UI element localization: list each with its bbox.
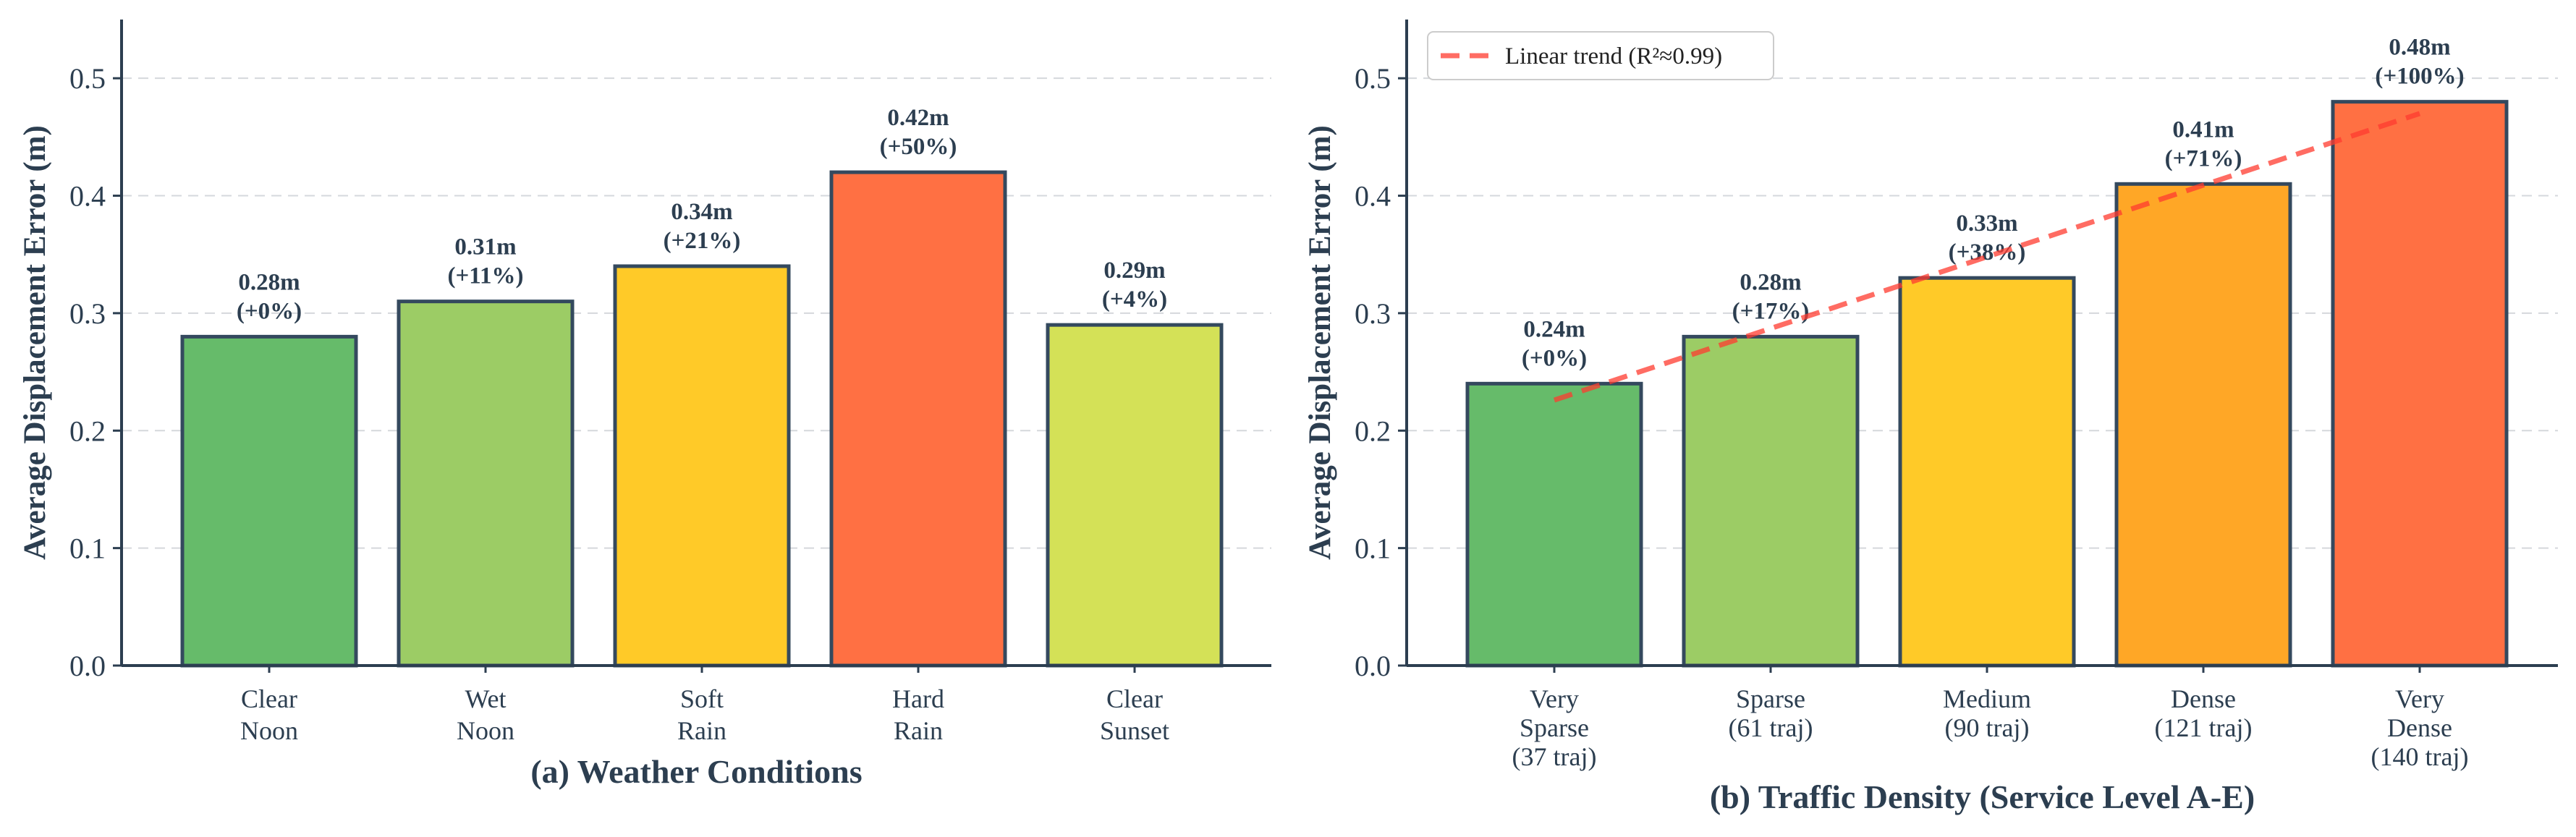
bar-value-label: 0.24m (+0%) [1522,316,1587,371]
bar-value-label: 0.28m (+0%) [237,269,302,324]
bar [1046,323,1224,668]
x-tick-label: Very Sparse (37 traj) [1512,684,1597,771]
panel-a-weather: 0.0 0.1 0.2 0.3 0.4 0.5 0.28m (+0%) Clear Noon 0.3… [18,20,1271,790]
bar-value-label: 0.42m (+50%) [880,105,957,160]
x-tick-label: Clear Noon [240,684,298,745]
y-tick-label: 0.3 [69,297,106,330]
bar [1682,334,1860,668]
bar [1898,276,2076,668]
bar [2331,100,2509,668]
y-tick-label: 0.2 [69,415,106,447]
y-tick-label: 0.5 [1355,62,1391,95]
bar-value-label: 0.34m (+21%) [664,199,741,254]
x-axis-title: (b) Traffic Density (Service Level A-E) [1710,778,2255,815]
bar-value-label: 0.33m (+38%) [1949,211,2026,265]
bar-value-label: 0.29m (+4%) [1102,258,1167,313]
x-tick-label: Very Dense (140 traj) [2371,684,2469,771]
bar-value-label: 0.28m (+17%) [1732,269,1810,324]
y-tick-label: 0.2 [1355,415,1391,447]
bar [829,170,1007,668]
bar [613,264,791,668]
legend-box [1427,31,1774,80]
bar [1465,381,1643,668]
legend: Linear trend (R²≈0.99) [1427,31,1774,80]
x-tick-label: Hard Rain [892,684,944,745]
y-tick-label: 0.1 [1355,532,1391,565]
y-tick-label: 0.4 [69,180,106,213]
x-tick-label: Dense (121 traj) [2155,684,2253,742]
bar-value-label: 0.48m (+100%) [2375,35,2464,90]
bar-value-label: 0.41m (+71%) [2165,116,2242,171]
panel-b-traffic: 0.0 0.1 0.2 0.3 0.4 0.5 0.24m (+0%) Very Sparse (3… [1303,20,2558,815]
trend-line [1553,111,2421,403]
bar [180,334,358,668]
x-tick-label: Wet Noon [457,684,514,745]
y-axis-label: Average Displacement Error (m) [1303,125,1337,560]
y-tick-label: 0.0 [69,650,106,682]
y-tick-label: 0.3 [1355,297,1391,330]
y-tick-label: 0.0 [1355,650,1391,682]
legend-label: Linear trend (R²≈0.99) [1505,43,1722,69]
bar-value-label: 0.31m (+11%) [448,234,524,289]
x-tick-label: Soft Rain [677,684,726,745]
x-tick-label: Clear Sunset [1100,684,1169,745]
x-axis-title: (a) Weather Conditions [530,753,862,790]
y-axis-label: Average Displacement Error (m) [18,125,52,560]
y-tick-label: 0.5 [69,62,106,95]
x-tick-label: Sparse (61 traj) [1729,684,1813,742]
y-tick-label: 0.1 [69,532,106,565]
x-tick-label: Medium (90 traj) [1943,684,2031,742]
y-tick-label: 0.4 [1355,180,1391,213]
bar [397,299,575,668]
bar [2114,182,2292,668]
